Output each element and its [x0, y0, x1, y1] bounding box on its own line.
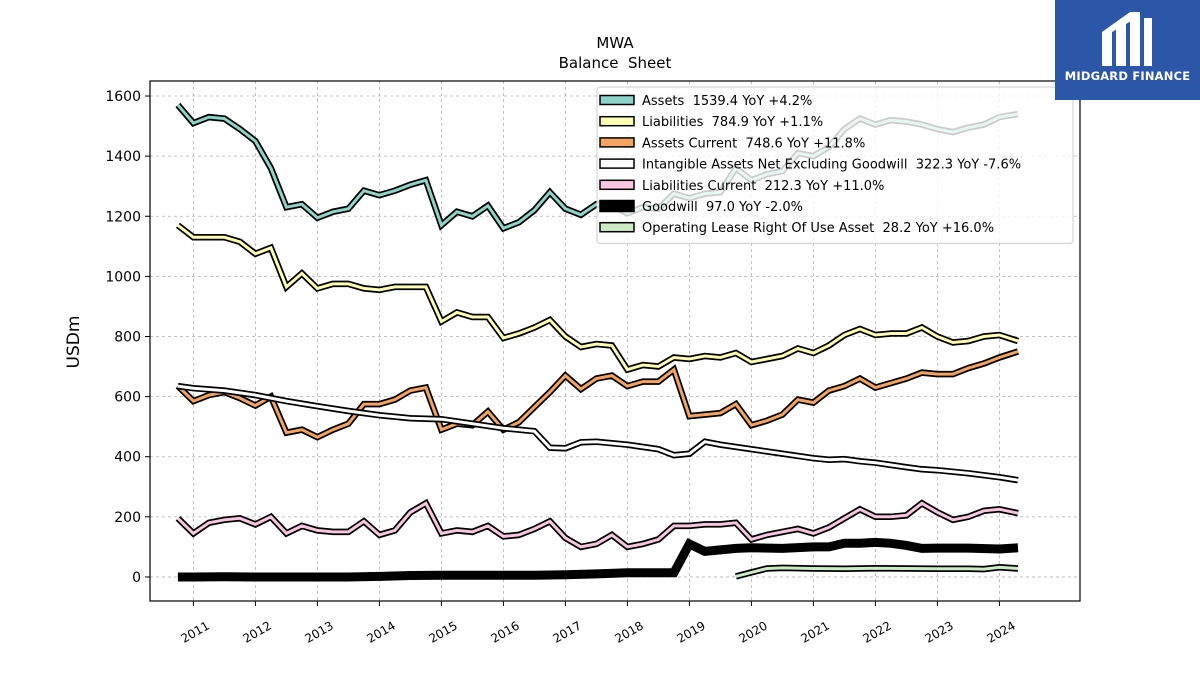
brand-name: MIDGARD FINANCE	[1064, 69, 1191, 83]
y-tick-label: 200	[114, 510, 141, 526]
legend-label: Liabilities 784.9 YoY +1.1%	[642, 115, 823, 130]
y-axis-label: USDm	[64, 316, 84, 369]
plot-frame	[149, 80, 1081, 602]
series-lines	[175, 102, 1019, 582]
y-tick-label: 800	[114, 329, 141, 345]
series-goodwill	[177, 537, 1019, 582]
legend-label: Assets Current 748.6 YoY +11.8%	[642, 136, 865, 151]
y-tick-label: 600	[114, 390, 141, 406]
brand-logo: MIDGARD FINANCE	[1055, 0, 1200, 100]
series-liabilities	[175, 222, 1019, 374]
series-liabilities-current	[175, 498, 1019, 551]
legend-label: Assets 1539.4 YoY +4.2%	[642, 94, 812, 109]
y-tick-label: 0	[132, 570, 141, 586]
series-assets-current	[175, 348, 1019, 441]
series-line	[735, 565, 1019, 578]
y-tick-label: 400	[114, 450, 141, 466]
legend-label: Operating Lease Right Of Use Asset 28.2 …	[642, 221, 994, 236]
legend-swatch	[599, 221, 635, 233]
series-intangible-assets-net-excluding-goodwill	[177, 382, 1019, 484]
chart-title: MWA	[596, 34, 634, 52]
legend-swatch	[599, 179, 635, 191]
legend-swatch	[599, 137, 635, 148]
grid	[150, 81, 1080, 601]
legend-swatch	[599, 94, 635, 106]
series-line	[176, 224, 1019, 372]
y-tick-label: 1200	[105, 209, 141, 225]
series-line	[176, 501, 1019, 549]
chart-subtitle: Balance Sheet	[559, 54, 672, 72]
series-operating-lease-right-of-use-asset	[735, 564, 1019, 580]
series-line	[177, 537, 1019, 582]
legend-label: Intangible Assets Net Excluding Goodwill…	[642, 158, 1021, 173]
legend-label: Goodwill 97.0 YoY -2.0%	[642, 200, 803, 215]
midgard-logo-icon	[1102, 12, 1152, 66]
y-tick-label: 1600	[105, 89, 141, 105]
legend-swatch	[599, 199, 635, 213]
legend-swatch	[599, 158, 635, 169]
legend-box	[596, 86, 1074, 244]
legend: Assets 1539.4 YoY +4.2% Liabilities 784.9…	[596, 86, 1074, 244]
y-tick-label: 1400	[105, 149, 141, 165]
legend-label: Liabilities Current 212.3 YoY +11.0%	[642, 179, 884, 194]
y-tick-label: 1000	[105, 269, 141, 285]
y-axis: 0 200 400 600 800 1000 1200 1400 1600	[105, 89, 150, 586]
series-line	[176, 350, 1019, 439]
series-line	[177, 384, 1019, 482]
legend-swatch	[599, 115, 635, 127]
